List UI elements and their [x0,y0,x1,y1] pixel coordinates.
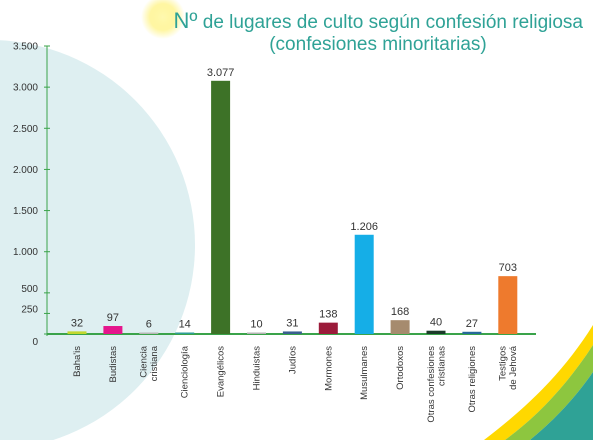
bar-value-label: 10 [250,319,262,331]
bar-value-label: 3.077 [207,67,235,79]
background-circle [0,40,195,440]
category-label: Cienciología [180,345,191,398]
category-labels: Baha'is Budistas Ciencia cristiana Cienciolo… [72,345,519,422]
category-label: Musulmanes [359,346,370,400]
bar [103,326,123,334]
title-glow [141,0,185,39]
category-label: Testigos [498,346,509,381]
category-label: Ciencia [139,345,150,377]
corner-stripe-teal [530,372,593,440]
bar [390,320,410,334]
bar [282,331,302,334]
bar [175,332,195,334]
category-label: Otras religiones [467,346,478,413]
bar-value-label: 32 [71,317,83,329]
category-label: Judíos [287,346,298,374]
category-label: Budistas [108,346,119,383]
y-tick-label: 1.000 [13,247,38,258]
bar [318,322,338,334]
bar [211,80,231,334]
category-label: cristiana [149,345,160,381]
category-label: cristianas [436,346,447,386]
chart-title-line1: de lugares de culto según confesión reli… [197,12,583,33]
category-label: Baha'is [72,346,83,377]
bar-value-label: 703 [499,262,517,274]
bars: 32 97 6 14 3.077 10 31 138 1.206 168 40 27 703 [67,67,518,334]
category-label: Otras confesiones [426,346,437,423]
chart-title-prefix: Nº [174,8,198,33]
chart-title: Nº de lugares de culto según confesión r… [174,8,584,33]
bar [139,332,159,334]
bar-value-label: 14 [179,319,191,331]
bar-value-label: 138 [319,309,337,321]
category-label: Mormones [323,346,334,391]
y-tick-label: 500 [21,284,38,295]
category-label: Hinduistas [252,346,263,391]
chart-subtitle: (confesiones minoritarias) [269,34,487,55]
bar-value-label: 6 [146,319,152,331]
bar [426,330,446,334]
bar [498,276,518,334]
y-tick-label: 3.500 [13,42,38,53]
y-tick-label: 2.000 [13,165,38,176]
corner-stripe-green [505,345,593,440]
category-label: Evangélicos [216,346,227,397]
category-label: de Jehová [508,345,519,390]
y-tick-label: 1.500 [13,206,38,217]
y-tick-label: 3.000 [13,83,38,94]
bar-value-label: 1.206 [350,221,378,233]
bar-value-label: 168 [391,306,409,318]
bar-value-label: 27 [466,318,478,330]
bar-value-label: 40 [430,317,442,329]
bar [247,332,266,334]
bar-value-label: 31 [286,317,298,329]
category-label: Ortodoxos [395,346,406,390]
y-tick-label: 0 [32,337,38,348]
y-tick-label: 2.500 [13,124,38,135]
bar [67,331,87,334]
bar [462,331,482,334]
bar [354,234,374,334]
y-tick-label: 250 [21,304,38,315]
y-ticks: 0 250 500 1.000 1.500 2.000 2.500 3.000 3.500 [13,42,50,348]
bar-value-label: 97 [107,312,119,324]
